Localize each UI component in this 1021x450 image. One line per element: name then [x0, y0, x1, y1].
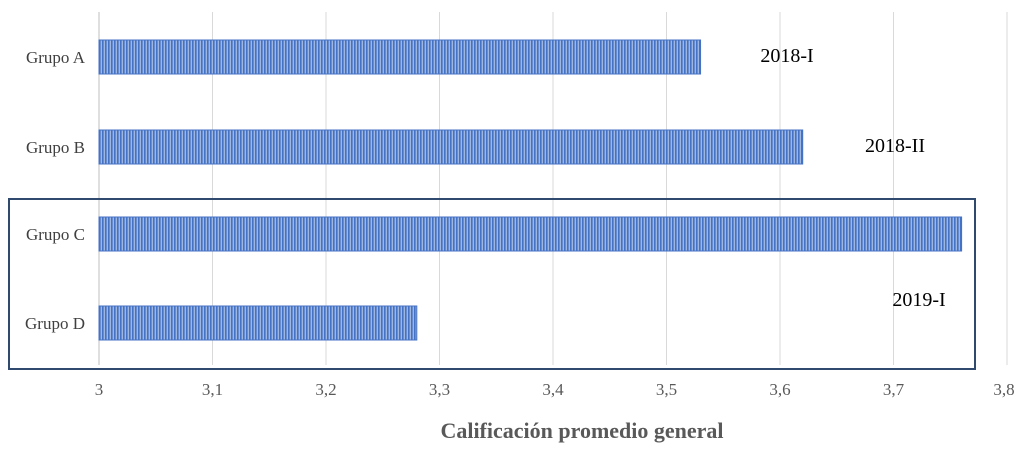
bar-grupo-a: [98, 39, 702, 75]
x-tick-labels: 3 3,1 3,2 3,3 3,4 3,5 3,6 3,7 3,8: [95, 380, 1015, 399]
x-tick-label: 3,2: [315, 380, 336, 399]
bar-grupo-d: [98, 305, 418, 341]
category-label: Grupo C: [26, 225, 85, 244]
x-tick-label: 3,3: [429, 380, 450, 399]
highlight-box: [8, 198, 976, 370]
x-tick-label: 3,7: [883, 380, 905, 399]
period-annotation: 2018-I: [760, 45, 813, 67]
category-label: Grupo D: [25, 314, 85, 333]
bars: [98, 39, 963, 341]
x-tick-label: 3,5: [656, 380, 677, 399]
category-label: Grupo A: [26, 48, 86, 67]
x-axis-label: Calificación promedio general: [440, 418, 723, 443]
category-labels: Grupo A Grupo B Grupo C Grupo D: [25, 48, 86, 333]
x-tick-label: 3,6: [769, 380, 790, 399]
period-annotation: 2019-I: [892, 289, 945, 311]
annotations: 2018-I 2018-II 2019-I: [760, 45, 945, 311]
category-label: Grupo B: [26, 138, 85, 157]
x-tick-label: 3,4: [542, 380, 564, 399]
x-tick-label: 3,1: [202, 380, 223, 399]
x-tick-label: 3,8: [993, 380, 1014, 399]
x-tick-label: 3: [95, 380, 104, 399]
bar-grupo-b: [98, 129, 804, 165]
period-annotation: 2018-II: [865, 135, 925, 157]
bar-grupo-c: [98, 216, 963, 252]
